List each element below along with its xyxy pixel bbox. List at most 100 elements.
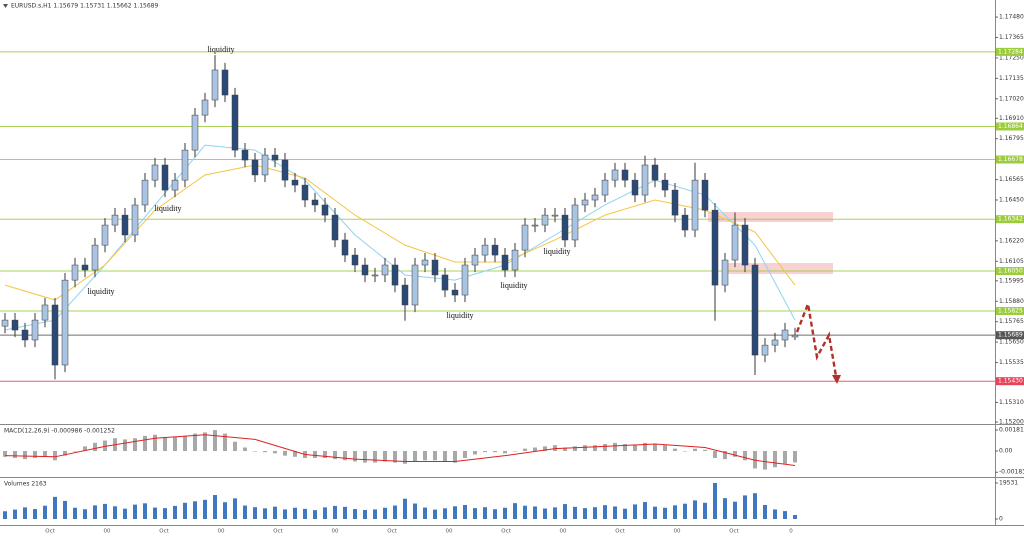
volume-bar bbox=[673, 505, 677, 519]
candle-body bbox=[411, 264, 419, 306]
macd-bar bbox=[593, 445, 597, 451]
candle-body bbox=[521, 224, 529, 251]
y-tick-label: 1.16795 bbox=[999, 135, 1024, 142]
candle-body bbox=[621, 169, 629, 181]
macd-bar bbox=[203, 432, 207, 451]
macd-bar bbox=[313, 451, 317, 458]
macd-bar bbox=[793, 451, 797, 463]
candle-body bbox=[101, 224, 109, 246]
candle-body bbox=[121, 214, 129, 236]
x-tick-label: 00 bbox=[560, 529, 567, 535]
y-tick-label: 1.16220 bbox=[999, 237, 1024, 244]
volume-bar bbox=[783, 511, 787, 519]
macd-bar bbox=[673, 448, 677, 451]
volume-bar bbox=[283, 509, 287, 519]
annotation: liquidity bbox=[446, 311, 473, 320]
y-tick-label: 1.17365 bbox=[999, 34, 1024, 41]
volume-bar bbox=[213, 495, 217, 519]
candle-body bbox=[481, 244, 489, 256]
volume-bar bbox=[173, 505, 177, 519]
candle-body bbox=[541, 214, 549, 226]
candle-body bbox=[441, 274, 449, 291]
macd-bar bbox=[123, 439, 127, 451]
y-tick-label: 1.17020 bbox=[999, 95, 1024, 102]
x-tick-label: Oct bbox=[273, 529, 283, 535]
volume-bar bbox=[413, 503, 417, 519]
zone bbox=[708, 212, 833, 222]
volume-bar bbox=[613, 506, 617, 519]
volume-bar bbox=[183, 502, 187, 519]
volume-bar bbox=[453, 506, 457, 519]
supply-zones bbox=[708, 212, 833, 274]
volume-bar bbox=[713, 483, 717, 519]
y-tick-label: 1.16910 bbox=[999, 115, 1024, 122]
candle-body bbox=[661, 179, 669, 191]
candle-body bbox=[381, 264, 389, 276]
macd-bar bbox=[573, 446, 577, 451]
volume-bar bbox=[353, 509, 357, 519]
chart-title: EURUSD.s,H1 1.15679 1.15731 1.15662 1.15… bbox=[11, 3, 158, 10]
candle-body bbox=[201, 99, 209, 116]
volume-bar bbox=[113, 506, 117, 519]
candle-body bbox=[551, 214, 559, 217]
macd-bar bbox=[143, 435, 147, 451]
candle-body bbox=[191, 114, 199, 151]
volume-bar bbox=[73, 507, 77, 519]
macd-title: MACD(12,26,9) -0.000986 -0.001252 bbox=[4, 428, 115, 435]
volume-bar bbox=[633, 504, 637, 519]
volume-bar bbox=[423, 507, 427, 519]
macd-bar bbox=[743, 451, 747, 461]
x-tick-label: 00 bbox=[674, 529, 681, 535]
macd-bar bbox=[683, 451, 687, 452]
volume-bar bbox=[3, 511, 7, 519]
volume-bar bbox=[293, 507, 297, 519]
candle-body bbox=[611, 169, 619, 181]
forecast-arrow bbox=[795, 299, 841, 384]
macd-bar bbox=[513, 451, 517, 452]
candle-body bbox=[211, 69, 219, 101]
candle-body bbox=[421, 259, 429, 266]
annotation: liquidity bbox=[543, 247, 570, 256]
macd-bar bbox=[243, 447, 247, 451]
volume-bar bbox=[203, 499, 207, 519]
menu-arrow[interactable] bbox=[3, 4, 8, 8]
x-tick-label: 0 bbox=[789, 529, 793, 535]
candle-body bbox=[571, 204, 579, 241]
y-tick-label: 1.17250 bbox=[999, 54, 1024, 61]
arrow-head bbox=[832, 375, 841, 384]
macd-bar bbox=[553, 445, 557, 451]
candle-body bbox=[451, 289, 459, 296]
x-tick-label: Oct bbox=[45, 529, 55, 535]
macd-bar bbox=[443, 451, 447, 462]
volume-bar bbox=[123, 508, 127, 519]
y-tick-label: 1.15765 bbox=[999, 318, 1024, 325]
candle-body bbox=[161, 164, 169, 191]
volume-bar bbox=[13, 509, 17, 519]
macd-bar bbox=[133, 438, 137, 451]
y-tick-label: 1.15995 bbox=[999, 277, 1024, 284]
candle-body bbox=[281, 159, 289, 181]
y-tick-label: 1.15310 bbox=[999, 399, 1024, 406]
macd-bar bbox=[233, 441, 237, 451]
y-tick-label: 1.17135 bbox=[999, 75, 1024, 82]
y-tick-label: -0.00183 bbox=[999, 469, 1024, 476]
volume-bar bbox=[533, 506, 537, 519]
x-tick-label: Oct bbox=[729, 529, 739, 535]
volume-bar bbox=[253, 507, 257, 519]
candle-body bbox=[331, 214, 339, 241]
candle-body bbox=[531, 224, 539, 227]
candle-body bbox=[11, 319, 19, 331]
volume-bar bbox=[83, 509, 87, 519]
macd-bar bbox=[273, 451, 277, 454]
candle-body bbox=[401, 284, 409, 306]
price-pane bbox=[0, 51, 995, 382]
macd-bar bbox=[783, 451, 787, 464]
macd-bar bbox=[403, 451, 407, 464]
macd-bar bbox=[223, 433, 227, 451]
level-label: 1.15689 bbox=[998, 332, 1023, 339]
x-tick-label: Oct bbox=[501, 529, 511, 535]
candle-body bbox=[771, 339, 779, 346]
zone bbox=[726, 263, 833, 274]
volume-bar bbox=[313, 510, 317, 519]
volume-bar bbox=[223, 502, 227, 519]
